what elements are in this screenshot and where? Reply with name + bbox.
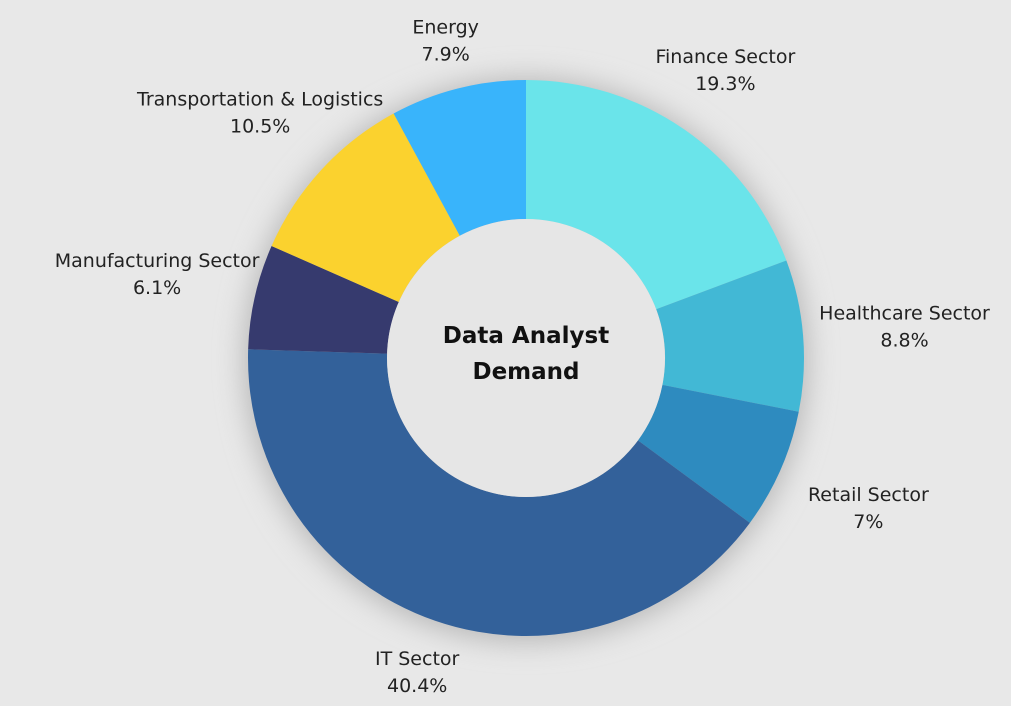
slice-label: Retail Sector bbox=[808, 484, 929, 506]
slice bbox=[271, 113, 460, 302]
slice bbox=[637, 384, 799, 523]
chart-title: Data Analyst Demand bbox=[442, 323, 610, 385]
value-label: 10.5% bbox=[230, 116, 290, 138]
slice-label: Healthcare Sector bbox=[819, 303, 990, 325]
value-label: 7.9% bbox=[421, 43, 469, 65]
slice-label: Energy bbox=[412, 16, 479, 38]
slice bbox=[248, 349, 750, 636]
slice-label: IT Sector bbox=[375, 648, 460, 670]
slice bbox=[526, 80, 787, 310]
value-label: 19.3% bbox=[695, 73, 755, 95]
value-label: 6.1% bbox=[133, 277, 181, 299]
slice bbox=[656, 260, 804, 412]
slice-label: Finance Sector bbox=[655, 46, 795, 68]
value-label: 8.8% bbox=[880, 330, 928, 352]
donut-hole bbox=[387, 219, 665, 497]
slice-label: Manufacturing Sector bbox=[55, 250, 260, 272]
value-label: 40.4% bbox=[387, 675, 447, 697]
value-label: 7% bbox=[853, 511, 883, 533]
slice bbox=[248, 245, 399, 354]
slice-label: Transportation & Logistics bbox=[136, 89, 383, 111]
slice bbox=[393, 80, 526, 236]
